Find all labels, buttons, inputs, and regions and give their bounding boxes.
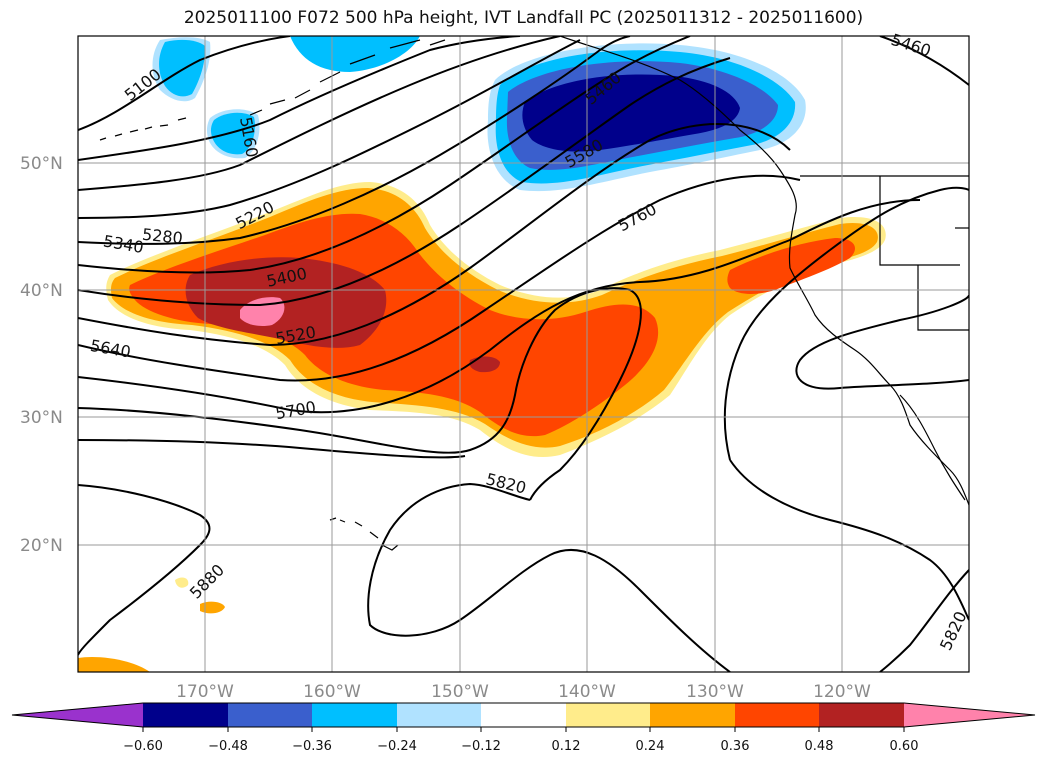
colorbar-tick-label: 0.12 bbox=[552, 739, 581, 754]
colorbar-swatch bbox=[650, 703, 735, 727]
colorbar-tick-label: 0.60 bbox=[890, 739, 919, 754]
lat-label: 40°N bbox=[20, 281, 63, 301]
colorbar-tick-label: 0.36 bbox=[721, 739, 750, 754]
colorbar-tick-label: −0.60 bbox=[123, 739, 163, 754]
lat-label: 50°N bbox=[20, 154, 63, 174]
coastlines bbox=[99, 36, 969, 551]
lon-label: 120°W bbox=[813, 682, 871, 702]
colorbar: −0.60 −0.48 −0.36 −0.24 −0.12 0.12 0.24 … bbox=[11, 702, 1036, 754]
colorbar-swatch bbox=[397, 703, 481, 727]
colorbar-tick-label: 0.24 bbox=[636, 739, 665, 754]
colorbar-swatch bbox=[312, 703, 397, 727]
colorbar-tick-label: −0.12 bbox=[461, 739, 501, 754]
graticule bbox=[78, 36, 969, 672]
colorbar-tick-label: −0.48 bbox=[208, 739, 248, 754]
colorbar-tick-label: −0.36 bbox=[292, 739, 332, 754]
positive-anomaly-shading bbox=[78, 182, 886, 672]
lat-label: 30°N bbox=[20, 408, 63, 428]
map-title: 2025011100 F072 500 hPa height, IVT Land… bbox=[183, 8, 864, 28]
lat-label: 20°N bbox=[20, 536, 63, 556]
lon-label: 130°W bbox=[686, 682, 744, 702]
colorbar-swatch bbox=[735, 703, 819, 727]
latitude-labels: 50°N 40°N 30°N 20°N bbox=[20, 154, 63, 556]
colorbar-extend-low bbox=[12, 703, 143, 727]
lon-label: 160°W bbox=[303, 682, 361, 702]
colorbar-swatch bbox=[143, 703, 228, 727]
colorbar-extend-high bbox=[904, 703, 1035, 727]
height-contours bbox=[78, 36, 969, 672]
colorbar-tick-label: 0.48 bbox=[805, 739, 834, 754]
contour-label: 5280 bbox=[141, 225, 183, 248]
colorbar-swatch bbox=[566, 703, 650, 727]
lon-label: 170°W bbox=[176, 682, 234, 702]
lon-label: 140°W bbox=[558, 682, 616, 702]
lon-label: 150°W bbox=[431, 682, 489, 702]
map-frame bbox=[77, 35, 970, 673]
longitude-labels: 170°W 160°W 150°W 140°W 130°W 120°W bbox=[176, 682, 871, 702]
colorbar-swatch bbox=[228, 703, 312, 727]
colorbar-swatch bbox=[819, 703, 904, 727]
colorbar-swatch bbox=[481, 703, 566, 727]
colorbar-tick-label: −0.24 bbox=[377, 739, 417, 754]
